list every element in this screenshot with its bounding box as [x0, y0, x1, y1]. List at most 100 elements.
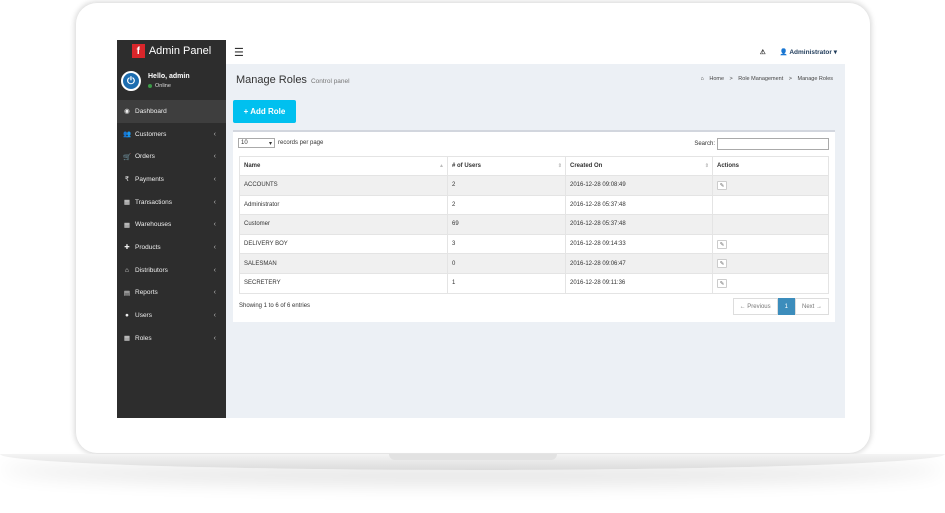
sidebar-item-label: Distributors	[135, 266, 168, 274]
user-panel: ⏻ Hello, admin Online	[117, 62, 226, 100]
laptop-notch	[389, 454, 557, 460]
gift-icon: ✚	[124, 244, 130, 252]
breadcrumb-current: Manage Roles	[797, 76, 833, 82]
column-header-created-on[interactable]: Created On ⇕	[565, 156, 713, 176]
column-label: Name	[244, 163, 261, 169]
search-area: Search:	[694, 138, 829, 150]
sort-icon: ⇕	[704, 163, 709, 169]
user-icon: 👤	[779, 49, 788, 56]
roles-table: Name ▲ # of Users ⇕ Created On ⇕ Actions ACCOU…	[239, 156, 829, 294]
sidebar-item-payments[interactable]: ₹ Payments ‹	[117, 168, 226, 191]
role-name: SECRETERY	[239, 272, 448, 294]
chevron-left-icon: ‹	[213, 334, 216, 342]
account-menu[interactable]: 👤 Administrator ▾	[780, 48, 837, 56]
actions-cell	[712, 214, 829, 235]
user-count: 69	[447, 214, 566, 235]
sidebar-item-transactions[interactable]: ▦ Transactions ‹	[117, 191, 226, 214]
screen: f Admin Panel ⏻ Hello, admin Online ◉ Das…	[117, 40, 845, 418]
sidebar-item-distributors[interactable]: ⌂ Distributors ‹	[117, 259, 226, 282]
created-on: 2016-12-28 09:11:36	[565, 272, 713, 294]
edit-icon[interactable]: ✎	[717, 259, 727, 269]
created-on: 2016-12-28 05:37:48	[565, 214, 713, 235]
role-name: Administrator	[239, 194, 448, 216]
search-input[interactable]	[717, 138, 829, 150]
edit-icon[interactable]: ✎	[717, 239, 727, 249]
column-label: Actions	[717, 163, 740, 169]
chevron-left-icon: ‹	[213, 312, 216, 320]
edit-icon[interactable]: ✎	[717, 278, 727, 288]
page-length-select[interactable]: 10 ▾	[238, 138, 275, 148]
page-length-value: 10	[241, 140, 248, 146]
rupee-icon: ₹	[124, 176, 130, 184]
role-name: SALESMAN	[239, 253, 448, 274]
user-icon: ●	[125, 312, 129, 320]
sidebar-item-label: Reports	[135, 289, 158, 297]
chevron-left-icon: ‹	[213, 198, 216, 206]
sidebar-item-label: Roles	[135, 334, 152, 342]
breadcrumb-role-management[interactable]: Role Management	[738, 76, 784, 82]
user-count: 2	[447, 175, 566, 196]
sidebar-item-reports[interactable]: ▤ Reports ‹	[117, 282, 226, 305]
next-page-button[interactable]: Next →	[794, 298, 829, 315]
column-label: Created On	[570, 163, 603, 169]
sidebar-item-products[interactable]: ✚ Products ‹	[117, 236, 226, 259]
column-header-name[interactable]: Name ▲	[239, 156, 448, 176]
dashboard-icon: ◉	[124, 108, 130, 116]
avatar: ⏻	[121, 71, 141, 91]
sidebar-nav: ◉ Dashboard 👥 Customers ‹ 🛒 Orders ‹ ₹ Payments ‹ ▦…	[117, 100, 226, 350]
user-count: 2	[447, 194, 566, 216]
table-row: Customer 69 2016-12-28 05:37:48	[239, 214, 829, 235]
actions-cell: ✎	[712, 233, 829, 255]
brand-logo[interactable]: f Admin Panel	[117, 40, 226, 62]
actions-cell: ✎	[712, 253, 829, 274]
role-name: Customer	[239, 214, 448, 235]
page-subtitle: Control panel	[310, 78, 350, 85]
logo-icon: f	[131, 44, 145, 58]
menu-toggle-icon[interactable]: ☰	[234, 46, 244, 59]
sidebar-item-roles[interactable]: ▦ Roles ‹	[117, 327, 226, 350]
calendar-icon: ▦	[123, 335, 131, 343]
alert-icon[interactable]: ⚠	[759, 49, 766, 56]
table-row: ACCOUNTS 2 2016-12-28 09:08:49 ✎	[239, 175, 829, 196]
user-greeting: Hello, admin	[148, 73, 190, 80]
sidebar-item-warehouses[interactable]: ▦ Warehouses ‹	[117, 213, 226, 236]
edit-icon[interactable]: ✎	[717, 180, 727, 190]
page-length-label: records per page	[278, 140, 324, 146]
breadcrumb: ⌂ Home > Role Management > Manage Roles	[698, 76, 835, 82]
table-info: Showing 1 to 6 of 6 entries	[239, 303, 311, 309]
created-on: 2016-12-28 05:37:48	[565, 194, 713, 216]
main-content: Manage Roles Control panel ⌂ Home > Role …	[226, 64, 845, 418]
table-header-row: Name ▲ # of Users ⇕ Created On ⇕ Actions	[239, 156, 829, 176]
sidebar-item-dashboard[interactable]: ◉ Dashboard	[117, 100, 226, 123]
file-icon: ▤	[123, 289, 131, 297]
sort-icon: ▲	[439, 163, 444, 169]
chevron-left-icon: ‹	[213, 289, 216, 297]
home-icon: ⌂	[700, 76, 704, 82]
sidebar-item-label: Dashboard	[135, 107, 167, 115]
user-count: 3	[447, 233, 566, 255]
page-1-button[interactable]: 1	[777, 298, 795, 315]
sidebar-item-users[interactable]: ● Users ‹	[117, 304, 226, 327]
online-dot-icon	[148, 84, 152, 88]
users-icon: 👥	[122, 131, 132, 139]
actions-cell	[712, 194, 829, 216]
add-role-button[interactable]: + Add Role	[233, 100, 296, 123]
sidebar-item-customers[interactable]: 👥 Customers ‹	[117, 123, 226, 146]
sidebar-item-label: Orders	[135, 153, 155, 161]
user-status: Online	[148, 83, 190, 89]
calendar-icon: ▦	[123, 221, 131, 229]
previous-page-button[interactable]: ← Previous	[732, 298, 778, 315]
sidebar-item-orders[interactable]: 🛒 Orders ‹	[117, 145, 226, 168]
chevron-left-icon: ‹	[213, 221, 216, 229]
user-count: 1	[447, 272, 566, 294]
cart-icon: 🛒	[122, 153, 132, 161]
breadcrumb-home[interactable]: Home	[709, 76, 725, 82]
created-on: 2016-12-28 09:06:47	[565, 253, 713, 274]
home-icon: ⌂	[125, 266, 129, 274]
sidebar-item-label: Payments	[135, 175, 164, 183]
sidebar-item-label: Users	[135, 312, 152, 320]
column-header-of-users[interactable]: # of Users ⇕	[447, 156, 566, 176]
column-header-actions[interactable]: Actions	[712, 156, 829, 176]
page-title-text: Manage Roles	[236, 74, 307, 86]
records-per-page: 10 ▾ records per page	[238, 138, 323, 148]
